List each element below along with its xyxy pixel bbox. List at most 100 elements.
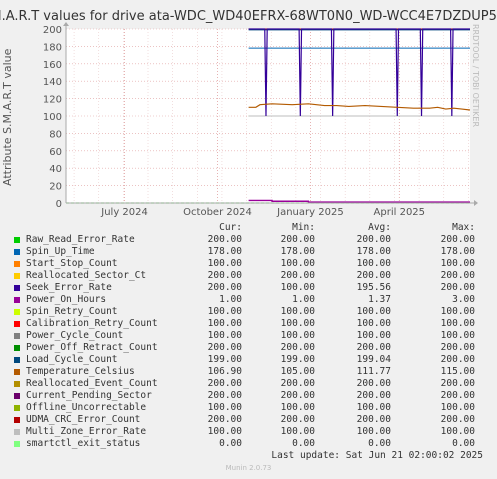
y-tick-label: 120 xyxy=(43,95,62,106)
legend-row: Multi_Zone_Error_Rate 100.00 100.00 100.00 1… xyxy=(0,426,497,438)
legend-min: 100.00 xyxy=(280,330,315,341)
legend-min: 100.00 xyxy=(280,426,315,437)
x-axis-arrow xyxy=(474,200,478,206)
y-tick-label: 140 xyxy=(43,77,62,88)
legend-swatch xyxy=(14,441,20,447)
legend-cur: 200.00 xyxy=(207,390,242,401)
legend-swatch xyxy=(14,381,20,387)
last-update: Last update: Sat Jun 21 02:00:02 2025 xyxy=(271,450,483,461)
legend-min: 200.00 xyxy=(280,342,315,353)
legend-row: Load_Cycle_Count 199.00 199.00 199.04 200.00 xyxy=(0,354,497,366)
legend-min: 100.00 xyxy=(280,402,315,413)
legend-max: 200.00 xyxy=(440,234,475,245)
legend-header-max: Max: xyxy=(452,222,475,233)
legend-swatch xyxy=(14,285,20,291)
legend-swatch xyxy=(14,249,20,255)
legend-max: 178.00 xyxy=(440,246,475,257)
y-tick-label: 0 xyxy=(56,199,62,210)
y-tick-label: 80 xyxy=(49,129,62,140)
legend-name: Multi_Zone_Error_Rate xyxy=(26,426,147,437)
legend-name: Power_On_Hours xyxy=(26,294,107,305)
munin-footer: Munin 2.0.73 xyxy=(225,464,272,472)
smart-chart: 0 20 40 60 80 100 120 140 160 180 200 July 2024 Octo… xyxy=(43,22,478,218)
legend-avg: 195.56 xyxy=(356,282,391,293)
legend-cur: 178.00 xyxy=(207,246,242,257)
legend-swatch xyxy=(14,393,20,399)
legend-avg: 100.00 xyxy=(356,426,391,437)
legend-avg: 178.00 xyxy=(356,246,391,257)
legend-cur: 100.00 xyxy=(207,426,242,437)
legend-max: 100.00 xyxy=(440,330,475,341)
x-tick-label: January 2025 xyxy=(276,207,344,218)
y-tick-label: 20 xyxy=(49,182,62,193)
legend-max: 100.00 xyxy=(440,426,475,437)
legend-row: Current_Pending_Sector 200.00 200.00 200.00… xyxy=(0,390,497,402)
legend-swatch xyxy=(14,345,20,351)
legend-cur: 200.00 xyxy=(207,270,242,281)
legend-name: Spin_Retry_Count xyxy=(26,306,118,317)
legend-name: Temperature_Celsius xyxy=(26,366,135,377)
legend-avg: 100.00 xyxy=(356,402,391,413)
legend-row: Calibration_Retry_Count 100.00 100.00 100.0… xyxy=(0,318,497,330)
y-tick-label: 180 xyxy=(43,42,62,53)
legend-min: 200.00 xyxy=(280,390,315,401)
legend-row: Spin_Retry_Count 100.00 100.00 100.00 100.00 xyxy=(0,306,497,318)
legend-row: Offline_Uncorrectable 100.00 100.00 100.00 1… xyxy=(0,402,497,414)
legend-cur: 200.00 xyxy=(207,342,242,353)
legend-swatch xyxy=(14,321,20,327)
y-axis-arrow xyxy=(63,22,69,26)
legend-row: Temperature_Celsius 106.90 105.00 111.77 115… xyxy=(0,366,497,378)
legend-name: Reallocated_Sector_Ct xyxy=(26,270,147,281)
legend-cur: 200.00 xyxy=(207,414,242,425)
legend-swatch xyxy=(14,417,20,423)
legend-name: Seek_Error_Rate xyxy=(26,282,112,293)
y-tick-label: 60 xyxy=(49,147,62,158)
legend-max: 0.00 xyxy=(452,438,475,449)
y-tick-label: 40 xyxy=(49,164,62,175)
legend-cur: 100.00 xyxy=(207,306,242,317)
legend-name: Spin_Up_Time xyxy=(26,246,95,257)
series-line xyxy=(248,199,470,203)
legend-row: Reallocated_Event_Count 200.00 200.00 200.0… xyxy=(0,378,497,390)
legend-name: Offline_Uncorrectable xyxy=(26,402,147,413)
legend-name: Power_Cycle_Count xyxy=(26,330,124,341)
y-tick-label: 100 xyxy=(43,112,62,123)
legend-name: Calibration_Retry_Count xyxy=(26,318,158,329)
legend-cur: 200.00 xyxy=(207,234,242,245)
legend-avg: 100.00 xyxy=(356,258,391,269)
y-tick-label: 200 xyxy=(43,25,62,36)
legend-min: 178.00 xyxy=(280,246,315,257)
legend-row: Power_Cycle_Count 100.00 100.00 100.00 100.0… xyxy=(0,330,497,342)
legend-min: 200.00 xyxy=(280,378,315,389)
legend-cur: 100.00 xyxy=(207,318,242,329)
legend-name: smartctl_exit_status xyxy=(26,438,141,449)
legend-max: 200.00 xyxy=(440,270,475,281)
legend-min: 105.00 xyxy=(280,366,315,377)
legend-name: UDMA_CRC_Error_Count xyxy=(26,414,141,425)
legend-max: 3.00 xyxy=(452,294,475,305)
legend-max: 200.00 xyxy=(440,414,475,425)
legend-min: 200.00 xyxy=(280,270,315,281)
legend-swatch xyxy=(14,333,20,339)
legend-avg: 200.00 xyxy=(356,414,391,425)
x-tick-label: July 2024 xyxy=(100,207,148,218)
legend-max: 200.00 xyxy=(440,354,475,365)
legend-row: Seek_Error_Rate 200.00 100.00 195.56 200.00 xyxy=(0,282,497,294)
legend-header-cur: Cur: xyxy=(219,222,242,233)
legend-swatch xyxy=(14,309,20,315)
legend-cur: 200.00 xyxy=(207,378,242,389)
legend-max: 100.00 xyxy=(440,402,475,413)
legend-name: Current_Pending_Sector xyxy=(26,390,152,401)
legend-row: Power_On_Hours 1.00 1.00 1.37 3.00 xyxy=(0,294,497,306)
legend-avg: 200.00 xyxy=(356,390,391,401)
legend-avg: 200.00 xyxy=(356,378,391,389)
legend-min: 1.00 xyxy=(292,294,315,305)
legend-name: Start_Stop_Count xyxy=(26,258,118,269)
legend-max: 115.00 xyxy=(440,366,475,377)
legend-swatch xyxy=(14,369,20,375)
legend-row: smartctl_exit_status 0.00 0.00 0.00 0.00 xyxy=(0,438,497,450)
legend-max: 200.00 xyxy=(440,390,475,401)
legend-cur: 0.00 xyxy=(219,438,242,449)
legend-swatch xyxy=(14,237,20,243)
legend-header: Cur: Min: Avg: Max: xyxy=(0,222,497,234)
